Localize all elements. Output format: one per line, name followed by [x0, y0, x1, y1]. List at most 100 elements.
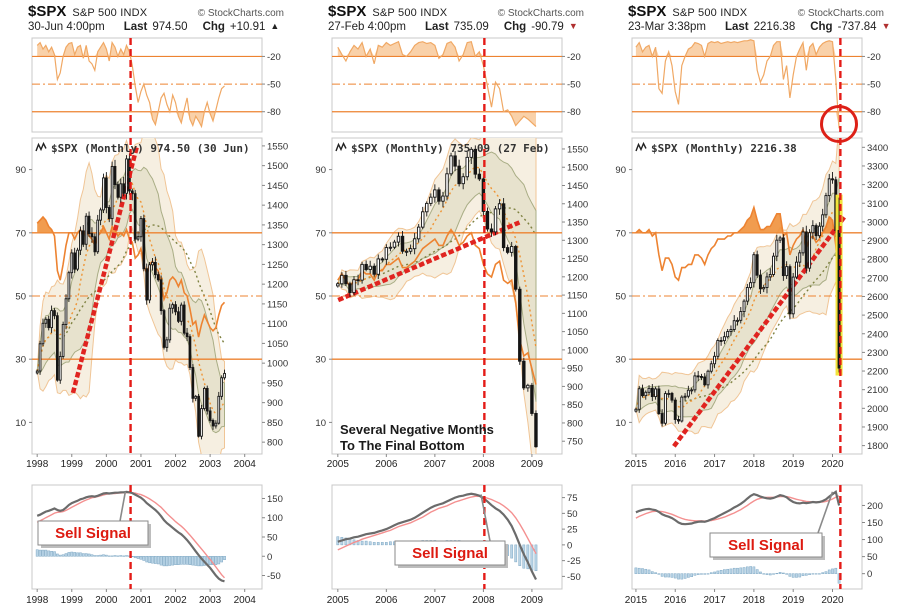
chart-column-2008: $SPX S&P 500 INDX © StockCharts.com 27-F…	[300, 0, 600, 615]
svg-text:90: 90	[615, 165, 626, 176]
svg-text:1100: 1100	[267, 319, 287, 330]
williams-r-panel: -20 -50 -80	[31, 37, 281, 133]
chart-column-2020: $SPX S&P 500 INDX © StockCharts.com 23-M…	[600, 0, 900, 615]
ticker-symbol: $SPX	[328, 3, 367, 20]
macd-panel: Sell Signal 75 50 25 0 -25 -50 2005 2006 2007 2008…	[327, 484, 581, 606]
svg-text:1500: 1500	[267, 161, 288, 172]
chart-header: $SPX S&P 500 INDX © StockCharts.com 27-F…	[300, 0, 600, 36]
chart-header: $SPX S&P 500 INDX © StockCharts.com 30-J…	[0, 0, 300, 36]
svg-text:950: 950	[567, 364, 583, 375]
svg-text:50: 50	[315, 292, 326, 303]
svg-text:70: 70	[315, 228, 326, 239]
svg-text:10: 10	[15, 418, 26, 429]
svg-text:2018: 2018	[743, 595, 766, 606]
svg-text:2007: 2007	[424, 595, 447, 606]
svg-text:2015: 2015	[625, 459, 648, 470]
svg-text:Sell Signal: Sell Signal	[412, 545, 488, 562]
svg-text:-50: -50	[567, 80, 581, 91]
svg-text:90: 90	[15, 165, 26, 176]
svg-text:10: 10	[315, 418, 326, 429]
svg-text:850: 850	[267, 418, 283, 429]
svg-text:-80: -80	[867, 107, 881, 118]
svg-text:70: 70	[615, 228, 626, 239]
svg-text:3300: 3300	[867, 161, 888, 172]
svg-text:2600: 2600	[867, 292, 888, 303]
svg-text:1300: 1300	[567, 236, 588, 247]
svg-text:3200: 3200	[867, 180, 888, 191]
svg-text:750: 750	[567, 437, 583, 448]
chg-value: +10.91	[229, 21, 266, 33]
svg-text:-20: -20	[267, 52, 281, 63]
svg-text:2004: 2004	[234, 595, 257, 606]
svg-text:2001: 2001	[130, 595, 153, 606]
svg-text:900: 900	[567, 382, 583, 393]
svg-text:1250: 1250	[267, 260, 288, 271]
svg-text:200: 200	[867, 501, 883, 512]
svg-text:3000: 3000	[867, 217, 888, 228]
svg-text:1150: 1150	[267, 299, 287, 310]
svg-text:2100: 2100	[867, 385, 888, 396]
svg-text:900: 900	[267, 398, 283, 409]
svg-text:2005: 2005	[327, 595, 350, 606]
last-value: 2216.38	[753, 21, 796, 33]
svg-text:1300: 1300	[267, 240, 288, 251]
svg-text:1450: 1450	[267, 181, 288, 192]
macd-panel: Sell Signal 150 100 50 0 -50 1998 1999 2000 2001 2…	[26, 484, 283, 606]
svg-text:2017: 2017	[703, 595, 726, 606]
index-name: S&P 500 INDX	[372, 7, 448, 19]
chg-value: -90.79	[531, 21, 564, 33]
svg-text:1998: 1998	[26, 595, 49, 606]
svg-text:2009: 2009	[521, 595, 544, 606]
svg-text:2015: 2015	[625, 595, 648, 606]
svg-text:90: 90	[315, 165, 326, 176]
svg-text:2009: 2009	[521, 459, 544, 470]
index-name: S&P 500 INDX	[72, 7, 148, 19]
svg-text:0: 0	[267, 552, 272, 563]
svg-text:850: 850	[567, 400, 583, 411]
price-candlestick-panel: $SPX (Monthly) 2216.38 90 70 50 30 10 3400 3300…	[615, 137, 888, 470]
svg-text:$SPX (Monthly) 974.50 (30 Jun): $SPX (Monthly) 974.50 (30 Jun)	[51, 142, 250, 155]
svg-text:50: 50	[615, 292, 626, 303]
svg-text:-20: -20	[867, 52, 881, 63]
svg-text:1900: 1900	[867, 422, 888, 433]
svg-text:1450: 1450	[567, 181, 588, 192]
svg-text:50: 50	[15, 292, 26, 303]
last-value: 735.09	[453, 21, 489, 33]
price-candlestick-panel: $SPX (Monthly) 974.50 (30 Jun) 90 70 50 30 10…	[15, 137, 288, 470]
svg-text:0: 0	[867, 569, 872, 580]
svg-text:1050: 1050	[567, 327, 588, 338]
change-up-arrow-icon: ▲	[270, 21, 280, 31]
svg-text:1400: 1400	[267, 201, 288, 212]
svg-text:2019: 2019	[782, 459, 805, 470]
svg-text:0: 0	[567, 540, 572, 551]
svg-text:2001: 2001	[130, 459, 153, 470]
svg-text:150: 150	[867, 518, 883, 529]
svg-text:2018: 2018	[743, 459, 766, 470]
svg-text:1200: 1200	[267, 280, 288, 291]
svg-text:1999: 1999	[61, 595, 84, 606]
chart-header: $SPX S&P 500 INDX © StockCharts.com 23-M…	[600, 0, 900, 36]
svg-text:2700: 2700	[867, 273, 888, 284]
quote-datetime: 23-Mar 3:38pm	[628, 21, 706, 33]
quote-datetime: 27-Feb 4:00pm	[328, 21, 406, 33]
svg-text:10: 10	[615, 418, 626, 429]
stockcharts-brand: © StockCharts.com	[197, 8, 284, 19]
last-label: Last	[425, 21, 449, 33]
svg-text:2300: 2300	[867, 348, 888, 359]
svg-text:950: 950	[267, 378, 283, 389]
svg-text:2008: 2008	[472, 595, 495, 606]
svg-text:30: 30	[15, 355, 26, 366]
svg-text:1400: 1400	[567, 199, 588, 210]
svg-text:Sell Signal: Sell Signal	[728, 537, 804, 554]
svg-text:2003: 2003	[199, 459, 222, 470]
svg-text:30: 30	[315, 355, 326, 366]
index-name: S&P 500 INDX	[672, 7, 748, 19]
svg-text:-50: -50	[567, 572, 581, 583]
svg-text:2500: 2500	[867, 311, 888, 322]
svg-text:2002: 2002	[164, 595, 187, 606]
svg-text:1000: 1000	[267, 359, 288, 370]
svg-text:1050: 1050	[267, 339, 288, 350]
svg-text:1200: 1200	[567, 272, 588, 283]
svg-text:2000: 2000	[867, 404, 888, 415]
